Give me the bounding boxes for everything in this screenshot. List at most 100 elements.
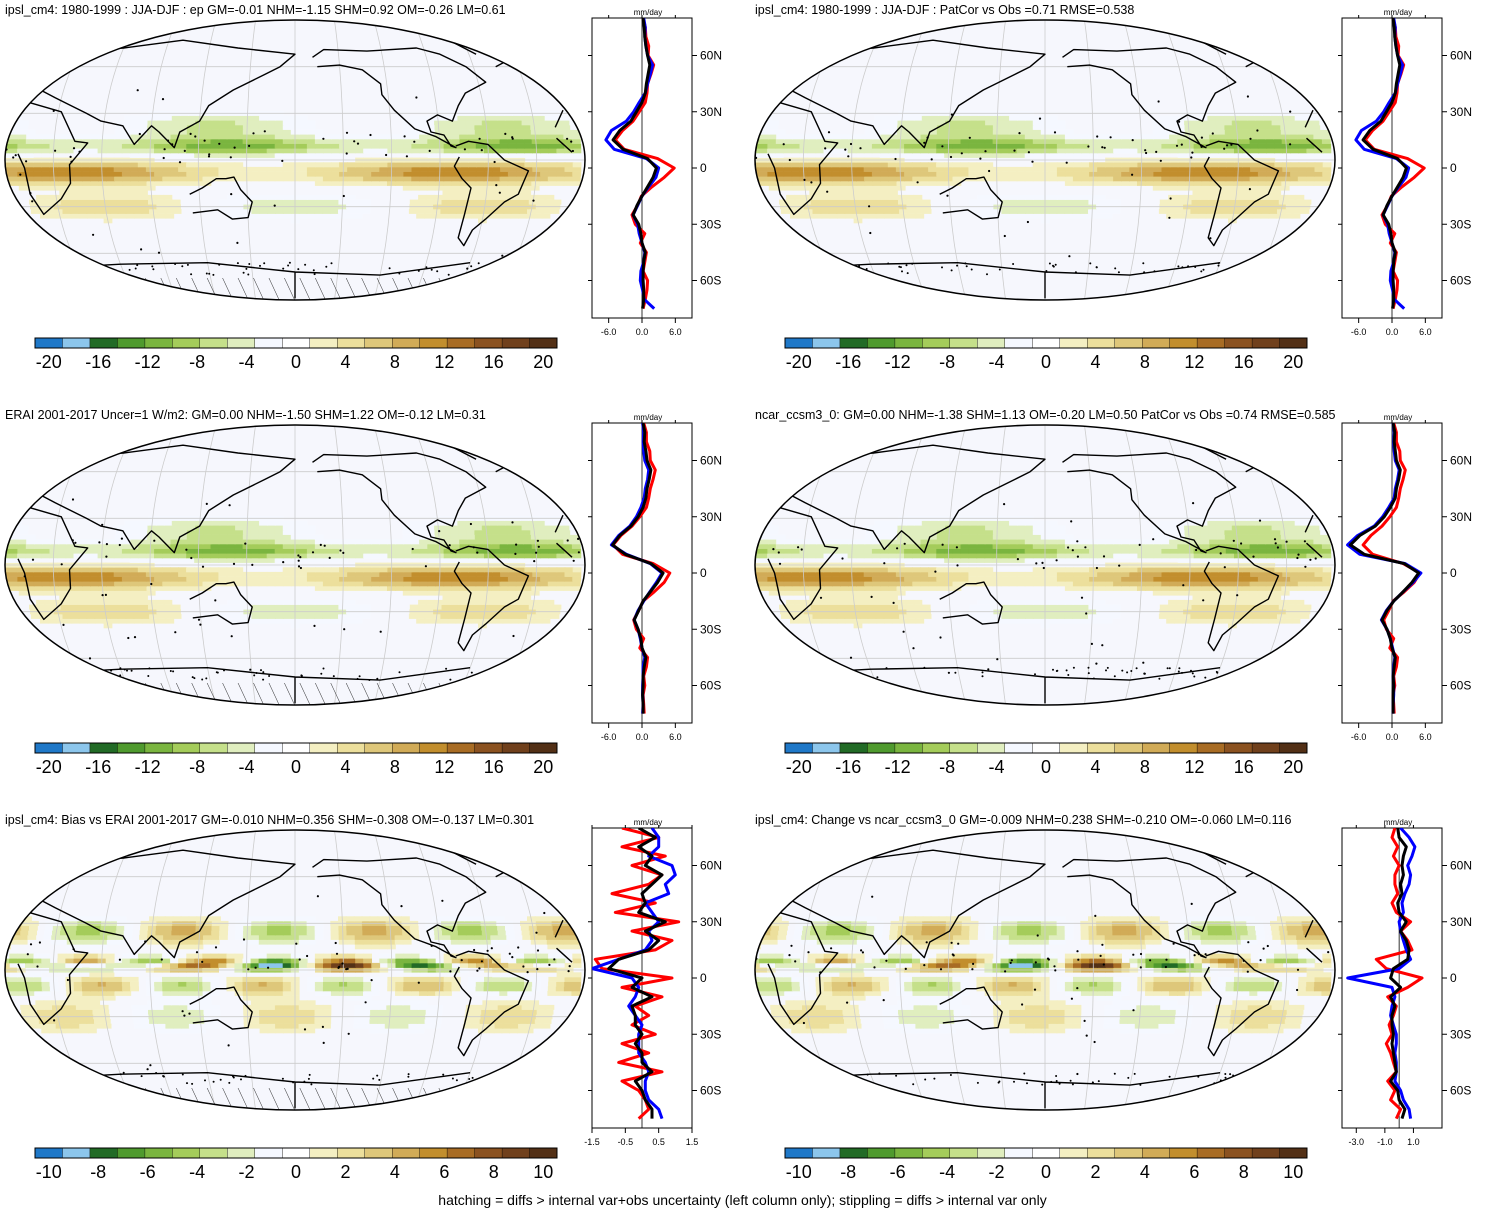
profile-series-2: [1361, 18, 1408, 309]
y-tick-label: 60S: [1450, 679, 1471, 693]
y-tick-label: 30N: [700, 105, 722, 119]
x-tick-label: -3.0: [1349, 1137, 1365, 1147]
y-tick-label: 30S: [700, 217, 721, 231]
colorbar-swatch: [922, 742, 951, 754]
colorbar-label: 6: [1189, 1162, 1199, 1182]
colorbar-swatch: [1032, 1147, 1061, 1159]
colorbar-label: 8: [1140, 757, 1150, 777]
colorbar-swatch: [977, 1147, 1006, 1159]
colorbar-label: 0: [1041, 352, 1051, 372]
colorbar-label: -16: [85, 352, 111, 372]
colorbar-label: 4: [1090, 352, 1100, 372]
colorbar-swatch: [364, 1147, 393, 1159]
colorbar-label: -8: [939, 352, 955, 372]
x-tick-label: 0.0: [1386, 327, 1399, 337]
colorbar-swatch: [784, 1147, 813, 1159]
colorbar-label: 20: [533, 352, 553, 372]
africa-outline: [767, 506, 1323, 621]
australia-outline: [189, 176, 253, 220]
australia-outline: [939, 581, 1003, 625]
colorbar-swatch: [1251, 1147, 1281, 1159]
x-tick-label: -6.0: [601, 732, 617, 742]
colorbar-swatch: [949, 742, 978, 754]
africa-outline: [767, 911, 1323, 1026]
colorbar-swatch: [89, 742, 118, 754]
colorbar-swatch: [62, 1147, 91, 1159]
colorbar-label: -12: [885, 757, 911, 777]
colorbar-swatch: [117, 337, 146, 349]
colorbar-swatch: [529, 1147, 558, 1159]
profile-series-2: [607, 828, 667, 1119]
map-frame: [754, 19, 1336, 301]
south-america-outline: [1203, 140, 1280, 247]
colorbar-label: -16: [835, 352, 861, 372]
colorbar-swatch: [474, 742, 503, 754]
colorbar-label: 16: [1234, 757, 1254, 777]
colorbar-swatch: [922, 1147, 951, 1159]
colorbar-swatch: [34, 1147, 63, 1159]
map-frame: [4, 19, 586, 301]
y-tick-label: 60S: [700, 1084, 721, 1098]
colorbar-swatch: [227, 742, 256, 754]
colorbar-label: -8: [90, 1162, 106, 1182]
colorbar-label: -8: [189, 352, 205, 372]
south-america-outline: [1203, 545, 1280, 652]
colorbar-swatch: [1059, 742, 1088, 754]
colorbar-swatch: [309, 742, 338, 754]
y-tick-label: 30S: [1450, 217, 1471, 231]
x-tick-label: 6.0: [669, 327, 682, 337]
y-tick-label: 0: [1450, 161, 1457, 175]
y-tick-label: 30S: [700, 1027, 721, 1041]
x-tick-label: 0.0: [636, 327, 649, 337]
profile-units: mm/day: [1384, 8, 1412, 17]
colorbar-swatch: [172, 337, 201, 349]
colorbar-swatch: [337, 742, 366, 754]
colorbar-swatch: [309, 337, 338, 349]
stippling: [755, 95, 1303, 276]
colorbar-swatch: [446, 1147, 476, 1159]
colorbar-swatch: [419, 337, 448, 349]
colorbar-swatch: [1251, 337, 1281, 349]
colorbar-frame: [784, 337, 1308, 349]
colorbar-label: -12: [885, 352, 911, 372]
map-frame: [4, 424, 586, 706]
colorbar-swatch: [254, 742, 283, 754]
colorbar-swatch: [812, 742, 841, 754]
colorbar-swatch: [839, 337, 868, 349]
colorbar-label: -4: [988, 757, 1004, 777]
africa-outline: [767, 101, 1323, 216]
colorbar-label: 4: [1090, 757, 1100, 777]
y-tick-label: 60N: [1450, 454, 1472, 468]
colorbar-swatch: [254, 337, 283, 349]
colorbar-frame: [34, 742, 558, 754]
x-tick-label: 0.0: [1386, 732, 1399, 742]
colorbar-label: 10: [1283, 1162, 1303, 1182]
panel-4: ncar_ccsm3_0: GM=0.00 NHM=-1.38 SHM=1.13…: [754, 408, 1472, 777]
colorbar-label: 20: [1283, 757, 1303, 777]
stippling: [5, 89, 575, 276]
colorbar-label: -20: [786, 352, 812, 372]
north-america-outline: [312, 857, 487, 959]
colorbar-swatch: [867, 337, 896, 349]
colorbar-swatch: [1004, 1147, 1033, 1159]
colorbar-label: 4: [340, 757, 350, 777]
y-tick-label: 60S: [700, 679, 721, 693]
colorbar-label: 0: [291, 352, 301, 372]
x-tick-label: 1.5: [686, 1137, 699, 1147]
south-america-outline: [1203, 950, 1280, 1057]
colorbar-swatch: [62, 742, 91, 754]
colorbar-label: 0: [291, 1162, 301, 1182]
x-tick-label: -6.0: [1351, 732, 1367, 742]
colorbar-frame: [784, 742, 1308, 754]
colorbar-swatch: [254, 1147, 283, 1159]
colorbar-swatch: [282, 742, 311, 754]
y-tick-label: 0: [1450, 971, 1457, 985]
colorbar-swatch: [337, 1147, 366, 1159]
colorbar-label: 16: [1234, 352, 1254, 372]
colorbar-swatch: [784, 742, 813, 754]
colorbar-swatch: [812, 337, 841, 349]
panel-title: ipsl_cm4: Change vs ncar_ccsm3_0 GM=-0.0…: [755, 813, 1292, 827]
colorbar-swatch: [337, 337, 366, 349]
profile-series-2: [1348, 423, 1421, 714]
